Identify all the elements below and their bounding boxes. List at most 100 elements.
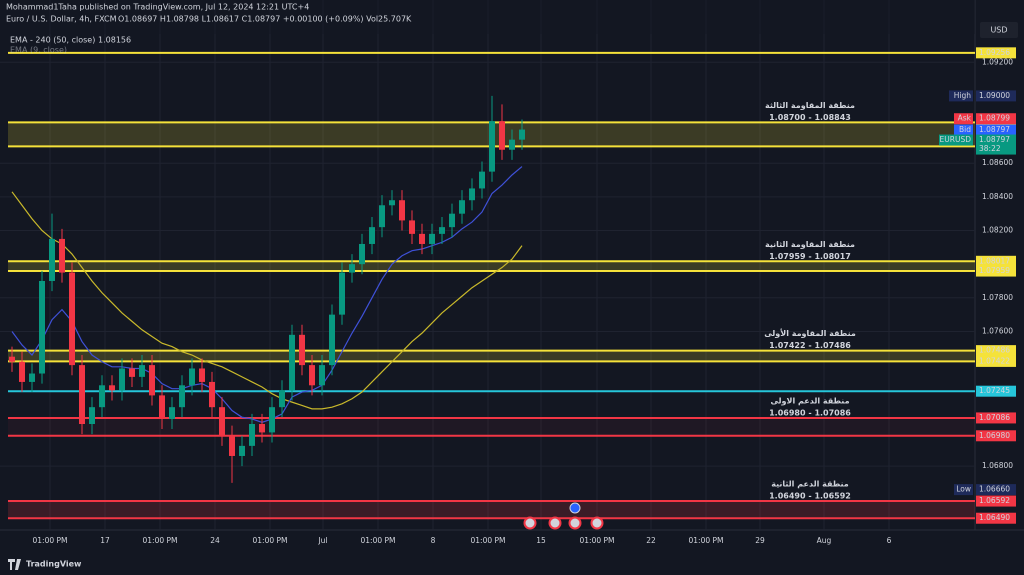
candle-body bbox=[359, 243, 365, 265]
grid bbox=[0, 0, 975, 530]
price-tag bbox=[976, 345, 1016, 357]
ohlc: O1.08697 H1.08798 L1.08617 C1.08797 +0.0… bbox=[118, 15, 412, 24]
x-tick-label: 6 bbox=[887, 536, 892, 545]
candle-body bbox=[519, 129, 525, 140]
price-tag-name-box bbox=[954, 484, 973, 496]
price-tag-label: 1.06490 bbox=[979, 513, 1010, 522]
y-tick-label: 1.07600 bbox=[982, 326, 1013, 335]
currency[interactable]: USD bbox=[990, 26, 1007, 35]
event-icon[interactable] bbox=[523, 516, 537, 530]
candle-body bbox=[209, 381, 215, 408]
price-tag bbox=[976, 47, 1016, 59]
zone-range: 1.07959 - 1.08017 bbox=[769, 252, 851, 261]
event-icon[interactable] bbox=[590, 516, 604, 530]
price-tag bbox=[976, 124, 1016, 136]
zone-range: 1.06490 - 1.06592 bbox=[769, 492, 851, 501]
price-tag bbox=[976, 90, 1016, 102]
candle-body bbox=[339, 272, 345, 315]
currency-box[interactable] bbox=[980, 22, 1018, 38]
zone-name: منطقة المقاومة الأولى bbox=[764, 328, 856, 338]
zone-name: منطقة الدعم الاولى bbox=[770, 396, 849, 405]
axes: 1.09200 1.08600 1.08400 1.08200 1.07800 1.076… bbox=[33, 47, 1016, 545]
price-tag bbox=[976, 484, 1016, 496]
price-tag-name-box bbox=[939, 134, 973, 146]
candle-body bbox=[169, 407, 175, 419]
candle-body bbox=[439, 227, 445, 234]
price-tag bbox=[976, 113, 1016, 125]
price-tag-label: 1.07422 bbox=[979, 356, 1010, 365]
y-tick-label: 1.09200 bbox=[982, 57, 1013, 66]
candle-body bbox=[99, 385, 105, 408]
candle-body bbox=[59, 238, 65, 273]
price-tag bbox=[976, 255, 1016, 267]
ema-9-legend: EMA (9, close) bbox=[10, 46, 67, 55]
price-tag-label: 1.07086 bbox=[979, 413, 1010, 422]
zone-band bbox=[8, 261, 975, 272]
candle-body bbox=[189, 368, 195, 386]
x-tick-label: 01:00 PM bbox=[361, 536, 396, 545]
price-tag-label: 1.07486 bbox=[979, 346, 1010, 355]
plot bbox=[9, 95, 525, 483]
header: Mohammad1Taha published on TradingView.c… bbox=[6, 3, 309, 12]
candle-body bbox=[319, 365, 325, 386]
price-tag bbox=[976, 355, 1016, 367]
price-tag-label: 1.09256 bbox=[979, 48, 1010, 57]
candle-body bbox=[79, 365, 85, 424]
candle-body bbox=[69, 272, 75, 366]
price-tag-name-box bbox=[954, 113, 973, 125]
x-tick-label: Jul bbox=[317, 536, 327, 545]
candle-body bbox=[309, 365, 315, 386]
price-tag-label: 1.06592 bbox=[979, 496, 1010, 505]
event-icons bbox=[523, 502, 604, 530]
x-tick-label: 8 bbox=[431, 536, 436, 545]
candle-body bbox=[149, 365, 155, 396]
candle-body bbox=[49, 238, 55, 281]
price-tag-label: 1.06660 bbox=[979, 485, 1010, 494]
price-tag bbox=[976, 385, 1016, 397]
candle-body bbox=[159, 395, 165, 419]
zone-range: 1.06980 - 1.07086 bbox=[769, 408, 851, 417]
zone-name: منطقة الدعم الثانية bbox=[771, 480, 848, 489]
zone-band bbox=[8, 501, 975, 519]
y-tick-label: 1.08600 bbox=[982, 158, 1013, 167]
candle-body bbox=[499, 121, 505, 150]
candle-body bbox=[489, 121, 495, 172]
price-tag bbox=[976, 134, 1016, 155]
x-tick-label: 01:00 PM bbox=[689, 536, 724, 545]
candle-body bbox=[479, 171, 485, 189]
price-tag bbox=[976, 265, 1016, 277]
candle-body bbox=[249, 424, 255, 446]
price-tag-name: Low bbox=[956, 485, 971, 494]
price-tag-label: 1.08017 bbox=[979, 256, 1010, 265]
zone-band bbox=[8, 350, 975, 362]
candle-body bbox=[229, 435, 235, 456]
x-tick-label: 01:00 PM bbox=[33, 536, 68, 545]
candle-body bbox=[259, 424, 265, 433]
price-tag-label: 1.07959 bbox=[979, 266, 1010, 275]
price-tag-label: 1.09000 bbox=[979, 91, 1010, 100]
candle-body bbox=[269, 407, 275, 433]
candle-body bbox=[129, 368, 135, 377]
candle-body bbox=[299, 334, 305, 366]
x-tick-label: 29 bbox=[755, 536, 765, 545]
countdown: 38:22 bbox=[979, 144, 1001, 153]
y-tick-label: 1.08400 bbox=[982, 192, 1013, 201]
zone-name: منطقة المقاومة الثانية bbox=[765, 240, 855, 249]
event-icon[interactable] bbox=[548, 516, 562, 530]
event-icon[interactable] bbox=[569, 502, 581, 514]
candle-body bbox=[419, 233, 425, 244]
x-tick-label: 01:00 PM bbox=[471, 536, 506, 545]
price-tag-label: 1.08797 bbox=[979, 135, 1010, 144]
event-icon[interactable] bbox=[568, 516, 582, 530]
y-tick-label: 1.07800 bbox=[982, 293, 1013, 302]
price-tag-name: EURUSD bbox=[940, 135, 972, 144]
labels: منطقة المقاومة الثالثة 1.08700 - 1.08843 م… bbox=[764, 101, 856, 501]
price-tag-name: Bid bbox=[959, 125, 971, 134]
price-tag-name-box bbox=[949, 90, 973, 102]
x-tick-label: Aug bbox=[817, 536, 832, 545]
candle-body bbox=[279, 390, 285, 408]
x-tick-label: 17 bbox=[100, 536, 110, 545]
zone-name: منطقة المقاومة الثالثة bbox=[765, 101, 855, 110]
y-tick-label: 1.08200 bbox=[982, 226, 1013, 235]
